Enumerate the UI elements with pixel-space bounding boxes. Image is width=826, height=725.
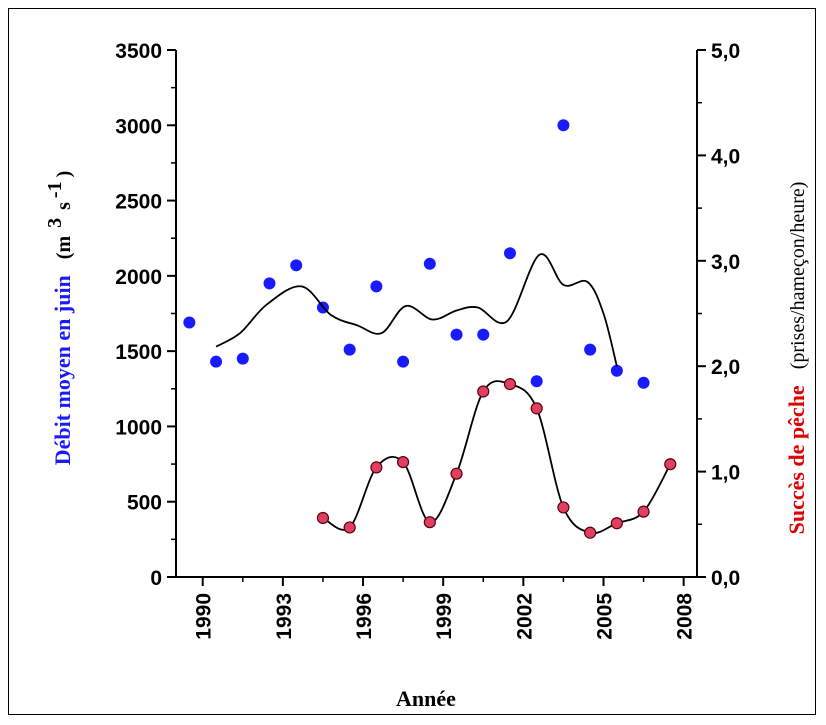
x-tick-group: 1993 <box>273 593 296 640</box>
flow-point <box>397 355 410 368</box>
right-tick-label: 4,0 <box>711 145 740 168</box>
left-tick-label: 2000 <box>115 266 162 289</box>
fishing-success-point <box>584 526 597 539</box>
left-axis-label: Débit moyen en juin <box>50 275 75 465</box>
flow-point <box>557 119 570 132</box>
left-axis-unit-close: ) <box>53 171 75 178</box>
flow-point <box>290 259 303 272</box>
x-tick-label: 1996 <box>353 593 376 640</box>
axes: 0 500 1000 1500 2000 2500 3000 3500 0,0 1,0 2,0 3,0… <box>115 40 740 640</box>
flow-point <box>183 316 196 329</box>
left-axis-unit-sup1: 3 <box>44 218 66 228</box>
flow-point <box>450 328 463 341</box>
fishing-success-point <box>477 385 490 398</box>
x-tick-label: 2002 <box>513 593 536 640</box>
left-tick-label: 0 <box>150 567 162 590</box>
flow-point <box>263 277 276 290</box>
right-axis-title: Succès de pêche (prises/hameçon/heure) <box>784 182 809 535</box>
x-tick-group: 2002 <box>513 593 536 640</box>
fishing-success-point <box>370 461 383 474</box>
fishing-success-point <box>423 516 436 529</box>
left-tick-label: 2500 <box>115 191 162 214</box>
flow-point <box>370 280 383 293</box>
right-tick-label: 3,0 <box>711 251 740 274</box>
right-axis-label: Succès de pêche <box>784 385 809 534</box>
fishing-success-point <box>530 402 543 415</box>
left-tick-label: 1000 <box>115 416 162 439</box>
flow-point <box>584 343 597 356</box>
flow-point <box>210 355 223 368</box>
fishing-success-point <box>343 521 356 534</box>
flow-point <box>530 375 543 388</box>
right-tick-label: 5,0 <box>711 40 740 63</box>
left-axis-unit-mid: s <box>53 202 75 210</box>
flow-point <box>236 352 249 365</box>
flow-point <box>610 364 623 377</box>
x-tick-group: 1999 <box>433 593 456 640</box>
right-tick-label: 0,0 <box>711 567 740 590</box>
svg-text:Débit moyen en juin (m: Débit moyen en juin (m 3 s -1 ) <box>44 171 75 466</box>
x-tick-label: 1990 <box>193 593 216 640</box>
fishing-success-point <box>637 505 650 518</box>
x-tick-group: 1996 <box>353 593 376 640</box>
fishing-success-point <box>503 378 517 391</box>
flow-trend-line <box>215 253 618 367</box>
right-tick-label: 2,0 <box>711 356 740 379</box>
left-tick-label: 1500 <box>115 341 162 364</box>
chart-frame <box>8 8 816 715</box>
x-tick-label: 2005 <box>593 593 616 640</box>
x-tick-group: 1990 <box>193 593 216 640</box>
x-tick-label: 1993 <box>273 593 296 640</box>
left-tick-label: 3500 <box>115 40 162 63</box>
fishing-success-point <box>557 501 570 514</box>
left-axis-unit-sup2: -1 <box>44 181 66 198</box>
x-tick-label: 1999 <box>433 593 456 640</box>
fishing-success-line <box>322 380 672 535</box>
flow-point <box>423 257 436 270</box>
left-tick-label: 500 <box>127 492 162 515</box>
flow-point <box>637 376 650 389</box>
x-axis-label: Année <box>396 686 456 711</box>
left-axis-title: Débit moyen en juin (m 3 s -1 ) <box>44 171 75 466</box>
fishing-success-point <box>450 467 463 480</box>
fishing-success-point <box>664 458 677 471</box>
x-tick-label: 2008 <box>674 593 697 640</box>
left-tick-label: 3000 <box>115 115 162 138</box>
left-axis-unit-open: (m <box>53 236 75 260</box>
fishing-success-point <box>316 511 330 525</box>
svg-text:Succès de pêche (prises/: Succès de pêche (prises/hameçon/heure) <box>784 182 809 535</box>
x-tick-group: 2005 <box>593 593 616 640</box>
marks <box>183 119 677 539</box>
flow-point <box>343 343 356 356</box>
flow-point <box>477 328 490 341</box>
x-tick-group: 2008 <box>674 593 697 640</box>
fishing-success-point <box>610 517 623 530</box>
fishing-success-point <box>397 456 410 469</box>
flow-point <box>503 247 516 260</box>
right-axis-unit: (prises/hameçon/heure) <box>787 182 809 370</box>
right-tick-label: 1,0 <box>711 462 740 485</box>
